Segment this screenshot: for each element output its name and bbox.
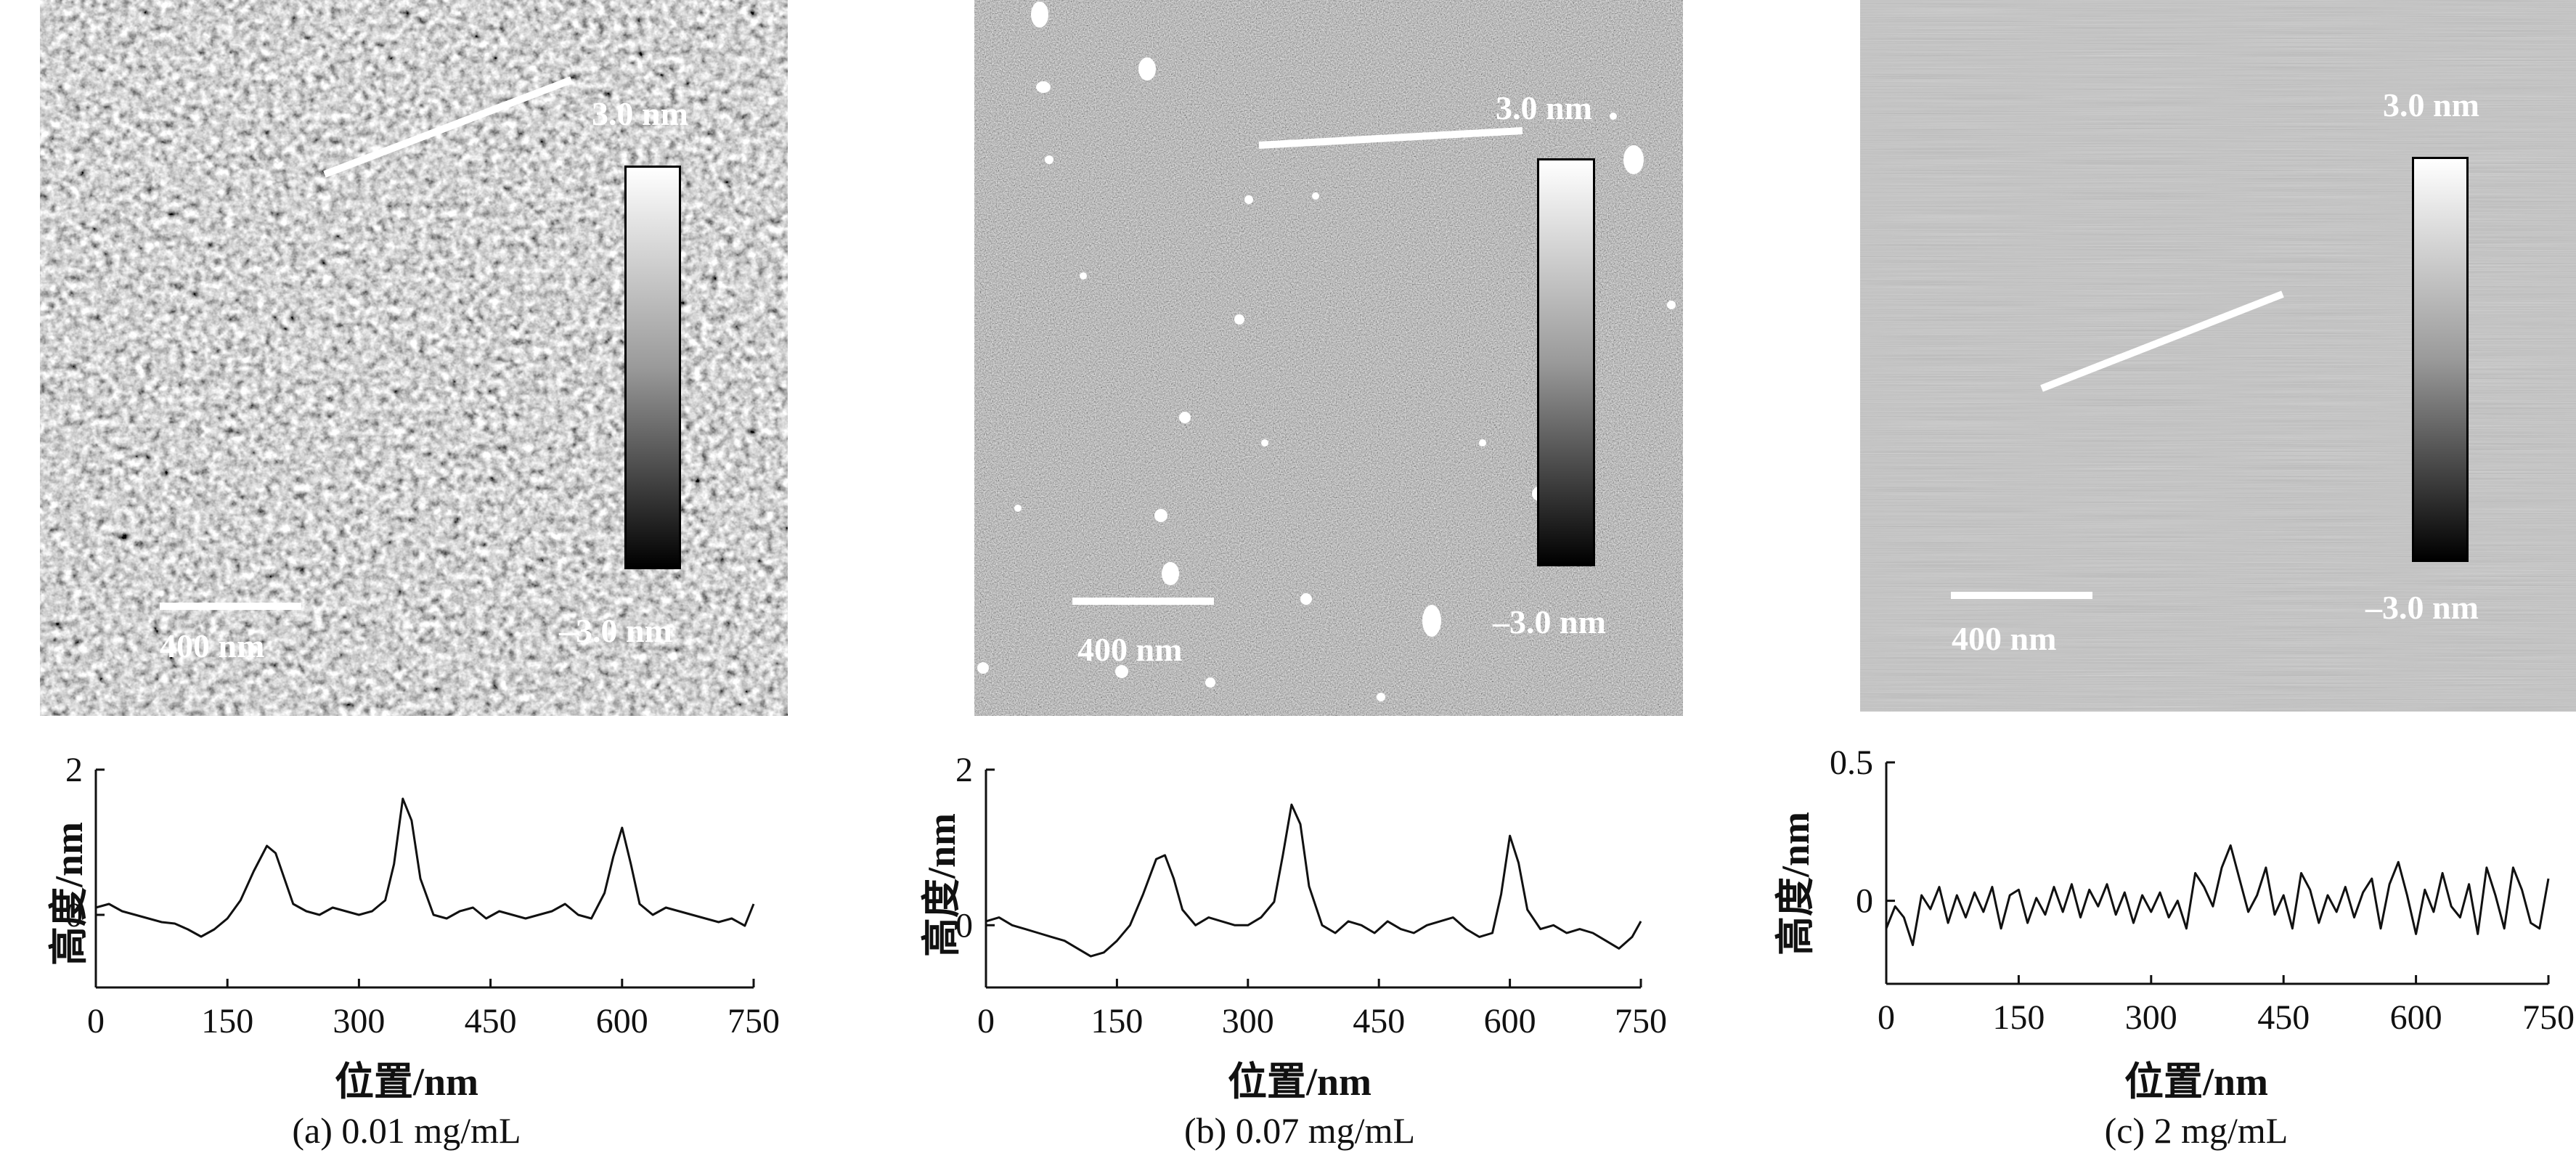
scale-bar-label-c: 400 nm [1952,620,2057,657]
x-axis-label-b: 位置/nm [1227,1060,1372,1104]
y-axis-label-a: 高度/nm [47,821,91,966]
afm-image-c: 3.0 nm –3.0 nm 400 nm [1860,0,2576,712]
x-tick-label: 450 [1353,1002,1405,1040]
particles-b [977,1,1676,701]
height-profile-line [985,803,1642,958]
y-axis-label-b: 高度/nm [920,812,963,957]
x-axis-label-c: 位置/nm [2124,1060,2269,1104]
x-tick-label: 0 [87,1002,105,1040]
x-tick-label: 450 [2257,998,2310,1037]
height-profile-chart-c: 0 150 300 450 600 750 0 0.5 [1830,743,2575,1037]
height-profile-chart-a: 0 150 300 450 600 750 0 2 [65,751,780,1040]
x-tick-label: 0 [1878,998,1895,1037]
x-tick-label: 600 [1484,1002,1536,1040]
x-tick-label: 150 [201,1002,253,1040]
x-tick-label: 750 [2522,998,2575,1037]
profile-line-b [1258,127,1523,149]
y-tick-label: 0 [955,906,973,945]
caption-a: (a) 0.01 mg/mL [292,1110,521,1151]
x-tick-label: 600 [596,1002,648,1040]
x-tick-label: 750 [1615,1002,1667,1040]
y-axis-label-c: 高度/nm [1774,811,1817,956]
colorbar-b [1537,158,1595,566]
x-tick-label: 300 [333,1002,385,1040]
afm-image-b: 3.0 nm –3.0 nm 400 nm [974,0,1683,716]
y-tick-label: 0 [1856,882,1873,921]
height-profile-line [1885,844,2550,947]
colorbar-max-label-b: 3.0 nm [1496,89,1592,126]
x-tick-label: 150 [1992,998,2045,1037]
x-tick-label: 300 [1222,1002,1274,1040]
y-tick-label: 2 [65,751,83,789]
x-tick-label: 150 [1091,1002,1143,1040]
colorbar-max-label-c: 3.0 nm [2383,86,2479,123]
y-tick-label: 0.5 [1830,743,1873,782]
colorbar-min-label-c: –3.0 nm [2365,589,2479,626]
x-tick-label: 0 [977,1002,995,1040]
colorbar-min-label-a: –3.0 nm [559,612,672,649]
colorbar-min-label-b: –3.0 nm [1493,603,1606,640]
caption-b: (b) 0.07 mg/mL [1183,1110,1416,1151]
colorbar-a [624,166,681,569]
height-profile-line [95,797,755,938]
afm-image-a: 3.0 nm –3.0 nm 400 nm [40,0,788,716]
scale-bar-label-b: 400 nm [1077,631,1183,668]
profile-line-c [2040,290,2284,392]
x-tick-label: 600 [2390,998,2442,1037]
scale-bar-label-a: 400 nm [160,627,265,664]
y-tick-label: 2 [955,751,973,789]
colorbar-c [2412,157,2469,562]
height-profile-chart-b: 0 150 300 450 600 750 0 2 [955,751,1667,1040]
caption-c: (c) 2 mg/mL [2104,1110,2288,1151]
profile-line-a [323,76,573,178]
y-tick-label: 0 [65,896,83,934]
x-tick-label: 300 [2125,998,2177,1037]
x-tick-label: 750 [727,1002,780,1040]
x-axis-label-a: 位置/nm [334,1060,479,1104]
colorbar-max-label-a: 3.0 nm [592,95,688,132]
x-tick-label: 450 [465,1002,517,1040]
